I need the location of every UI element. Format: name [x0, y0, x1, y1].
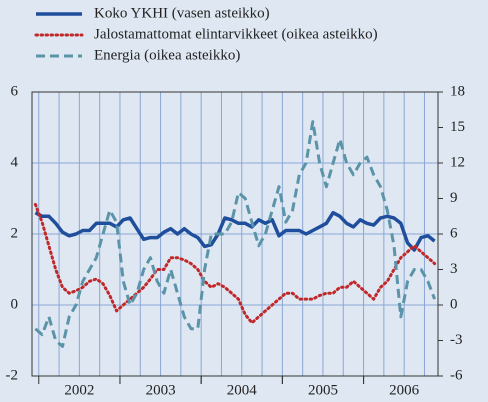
x-tick-label: 2002: [64, 382, 94, 398]
x-tick-label: 2005: [308, 382, 338, 398]
y2-tick-label: 18: [450, 83, 465, 99]
y2-tick-label: 12: [450, 154, 465, 170]
y-tick-label: 6: [11, 83, 19, 99]
y2-tick-label: -6: [450, 367, 463, 383]
x-tick-label: 2004: [227, 382, 258, 398]
y2-tick-label: -3: [450, 332, 463, 348]
plot-frame: [31, 91, 439, 377]
legend-label: Koko YKHI (vasen asteikko): [94, 5, 270, 21]
series-line: [33, 202, 437, 325]
y2-tick-label: 6: [450, 225, 458, 241]
y-tick-label: 2: [11, 225, 19, 241]
y2-tick-label: 3: [450, 261, 458, 277]
y2-tick-label: 0: [450, 296, 458, 312]
legend-label: Jalostamattomat elintarvikkeet (oikea as…: [94, 26, 378, 42]
x-tick-label: 2006: [389, 382, 420, 398]
y-tick-label: 4: [11, 154, 19, 170]
y2-tick-label: 15: [450, 119, 465, 135]
y-tick-label: 0: [11, 296, 19, 312]
legend-label: Energia (oikea asteikko): [94, 47, 240, 63]
x-tick-label: 2003: [146, 382, 176, 398]
y-tick-label: -2: [6, 367, 19, 383]
series-line: [34, 210, 436, 252]
series-line: [34, 120, 437, 348]
y2-tick-label: 9: [450, 190, 458, 206]
